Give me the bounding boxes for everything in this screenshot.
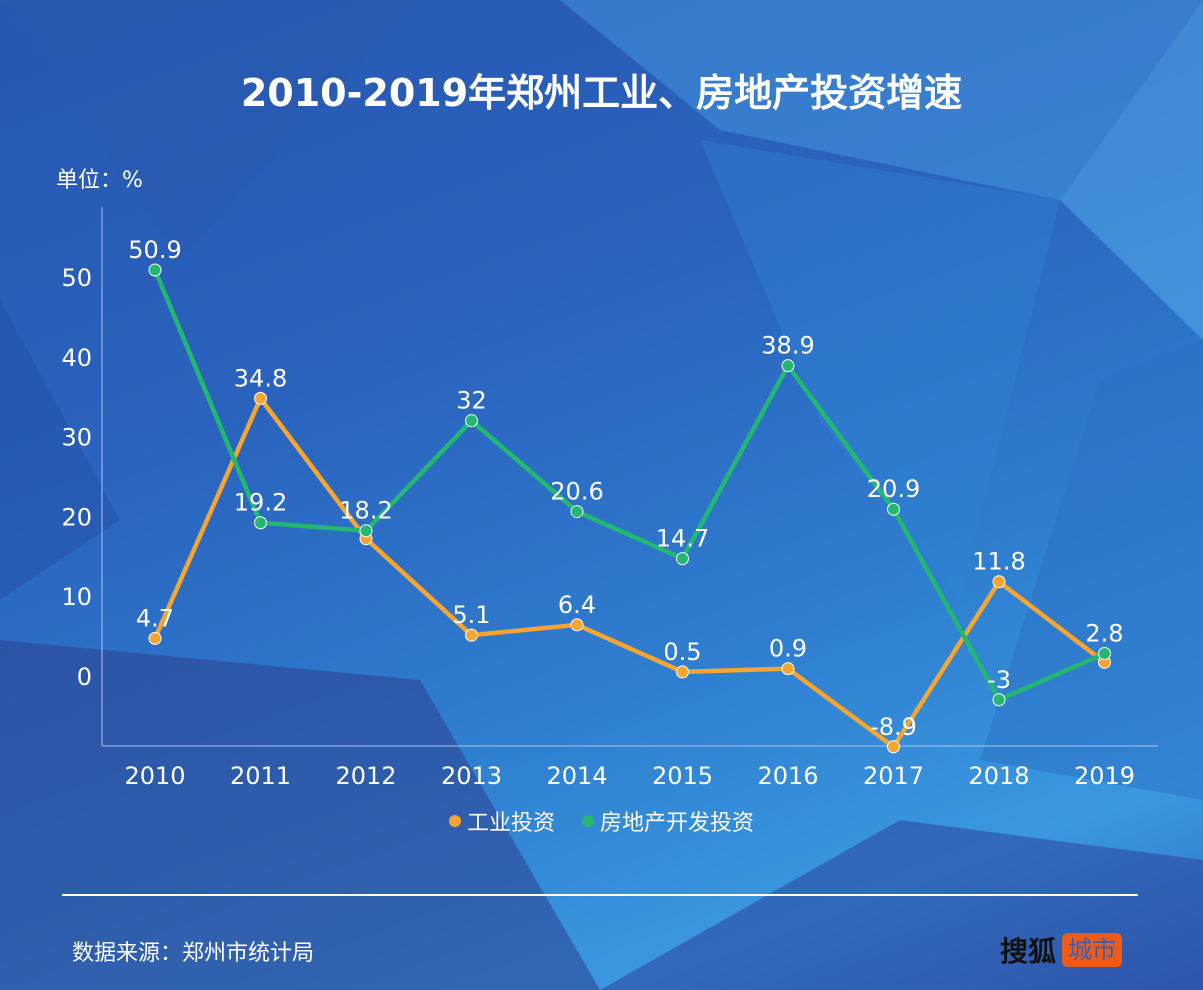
chart-title: 2010-2019年郑州工业、房地产投资增速 [240,71,963,115]
data-point [781,662,795,676]
data-point [887,502,900,516]
data-label: 34.8 [234,364,287,392]
data-label: -8.9 [870,713,917,741]
data-point [359,524,373,538]
data-label: 6.4 [558,591,596,619]
line-chart: 0 10 20 30 40 50 2010 2011 2012 2013 2014 2015 2016 2… [61,207,1158,790]
data-point [992,693,1006,707]
sohu-city-logo: 搜狐 城市 [1000,930,1123,970]
legend-dot [448,815,461,827]
data-label: 38.9 [761,332,814,360]
data-label: 11.8 [972,548,1025,576]
data-point [887,740,900,754]
data-point [676,665,689,679]
data-label: 14.7 [656,525,709,553]
x-tick-label: 2017 [863,762,924,790]
data-point [570,618,584,632]
legend-label: 工业投资 [466,811,555,836]
data-point [254,391,267,405]
x-tick-label: 2015 [652,762,713,790]
x-tick-label: 2014 [546,762,607,790]
divider [62,894,1138,896]
x-tick-label: 2016 [757,762,818,790]
y-tick-label: 0 [77,663,92,691]
legend-item-industry[interactable]: 工业投资 [448,805,555,837]
data-point [570,505,584,519]
data-point [676,552,689,566]
series-line-1 [152,269,1106,703]
x-tick-label: 2013 [441,762,502,790]
legend: 工业投资 房地产开发投资 [0,805,1203,837]
data-point [781,359,795,373]
data-point [254,516,267,530]
x-tick-label: 2011 [230,762,291,790]
data-label: 18.2 [339,497,392,525]
y-tick-label: 30 [61,424,92,452]
y-tick-label: 40 [61,344,92,372]
legend-dot [582,815,594,827]
legend-item-realestate[interactable]: 房地产开发投资 [582,805,754,837]
logo-tag: 城市 [1062,933,1123,967]
legend-label: 房地产开发投资 [600,811,755,836]
data-label: 0.9 [769,635,807,663]
y-tick-label: 50 [61,264,92,292]
x-tick-label: 2010 [124,762,185,790]
data-point [1098,647,1111,661]
y-tick-label: 20 [61,503,92,531]
series-line-0 [152,396,1106,750]
data-point [148,263,162,277]
x-tick-label: 2012 [335,762,396,790]
data-point [148,631,162,645]
data-label: 0.5 [663,638,701,666]
y-axis-unit-label: 单位：% [56,168,143,193]
data-label: 4.7 [136,604,174,632]
x-tick-label: 2019 [1074,762,1135,790]
data-label: 2.8 [1085,620,1123,648]
data-source: 数据来源：郑州市统计局 [72,941,315,966]
data-label: 5.1 [452,601,490,629]
data-label: 50.9 [128,236,181,264]
data-label: 32 [456,387,487,415]
data-label: 19.2 [234,489,287,517]
data-label: 20.6 [550,478,603,506]
data-point [465,628,478,642]
y-tick-label: 10 [61,583,92,611]
data-label: 20.9 [867,475,920,503]
x-tick-label: 2018 [968,762,1029,790]
data-label: -3 [987,666,1011,694]
data-point [992,575,1006,589]
data-point [465,414,478,428]
logo-brand: 搜狐 [1000,935,1057,968]
